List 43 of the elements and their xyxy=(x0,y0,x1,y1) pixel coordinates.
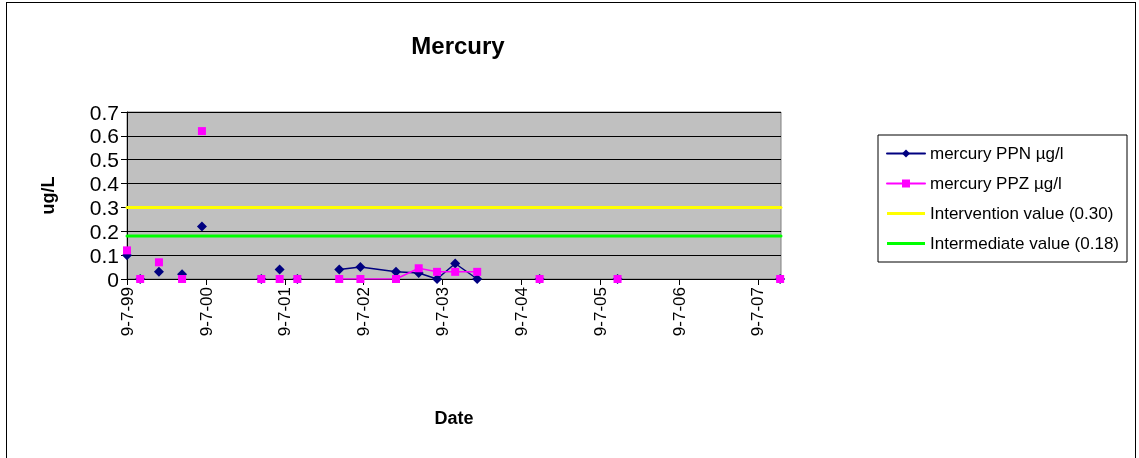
y-tick-label: 0 xyxy=(107,267,119,291)
point xyxy=(274,264,285,275)
point xyxy=(432,274,443,284)
y-tick-label: 0.5 xyxy=(89,148,119,172)
point xyxy=(472,274,483,284)
y-tick-label: 0.2 xyxy=(89,219,119,243)
x-tick-label: 9-7-01 xyxy=(275,287,295,337)
point xyxy=(450,258,461,269)
point xyxy=(197,127,206,136)
point xyxy=(356,275,365,283)
point xyxy=(153,266,164,277)
chart-title: Mercury xyxy=(411,31,506,59)
point xyxy=(451,267,460,276)
point xyxy=(392,275,401,283)
x-axis-title: Date xyxy=(434,408,474,428)
point xyxy=(355,262,366,273)
x-tick-label: 9-7-05 xyxy=(590,287,610,337)
y-axis-title: ug/L xyxy=(38,176,58,215)
point xyxy=(275,275,284,283)
legend-label: mercury PPN µg/l xyxy=(930,144,1064,163)
point xyxy=(433,267,442,276)
x-tick-label: 9-7-03 xyxy=(432,287,452,337)
legend-label: mercury PPZ µg/l xyxy=(930,174,1062,193)
y-tick-label: 0.4 xyxy=(89,172,120,196)
legend-label: Intermediate value (0.18) xyxy=(930,234,1120,253)
point xyxy=(196,221,207,232)
x-tick-label: 9-7-99 xyxy=(117,287,137,337)
y-tick-label: 0.1 xyxy=(89,243,119,267)
point xyxy=(335,275,344,283)
y-tick-label: 0.7 xyxy=(89,100,119,124)
point xyxy=(334,264,345,275)
x-tick-label: 9-7-07 xyxy=(748,287,768,337)
x-tick-label: 9-7-04 xyxy=(511,287,531,337)
legend-label: Intervention value (0.30) xyxy=(930,204,1114,223)
point xyxy=(414,264,423,273)
point xyxy=(154,258,163,267)
point xyxy=(178,275,187,283)
y-tick-label: 0.6 xyxy=(89,124,119,148)
x-tick-label: 9-7-02 xyxy=(354,287,374,337)
x-tick-label: 9-7-00 xyxy=(196,287,216,337)
point xyxy=(473,267,482,276)
x-tick-label: 9-7-06 xyxy=(669,287,689,337)
y-tick-label: 0.3 xyxy=(89,195,119,219)
